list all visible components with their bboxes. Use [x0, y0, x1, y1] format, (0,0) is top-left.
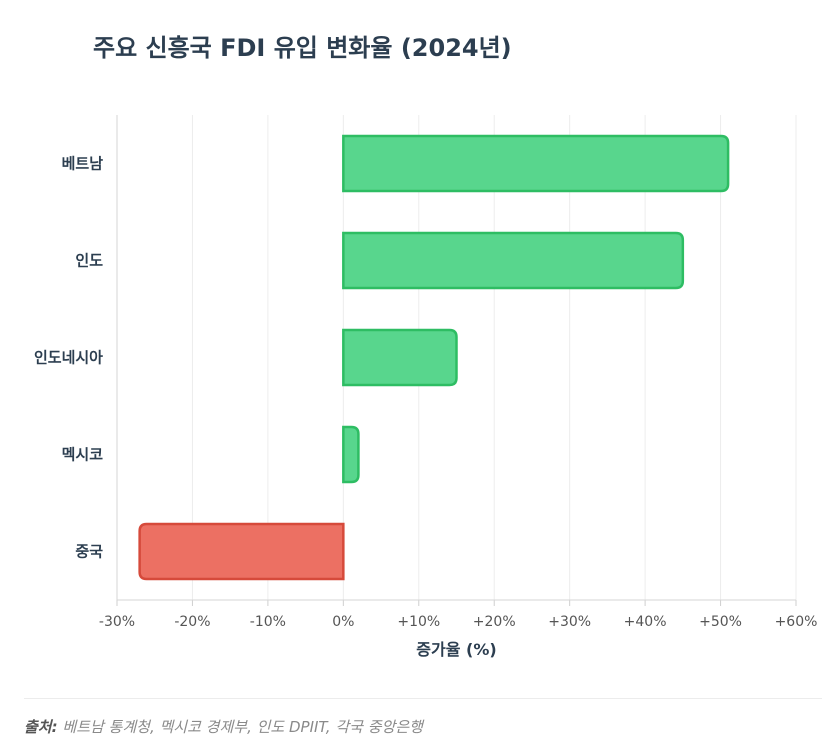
bars — [138, 134, 730, 581]
x-tick-label: -20% — [174, 614, 210, 630]
x-tick-label: +10% — [397, 614, 440, 630]
x-tick-label: +30% — [548, 614, 591, 630]
category-label: 멕시코 — [62, 446, 104, 464]
x-tick-label: +60% — [775, 614, 818, 630]
x-tick-label: +50% — [699, 614, 742, 630]
bar-3 — [342, 425, 360, 484]
x-tick-label: +40% — [624, 614, 667, 630]
source-text: 베트남 통계청, 멕시코 경제부, 인도 DPIIT, 각국 중앙은행 — [62, 718, 423, 736]
labels: -30% -20% -10% 0% +10% +20% +30% +40% +50% +60% 베트… — [34, 155, 817, 660]
bar-0 — [342, 134, 730, 193]
x-tick-label: -10% — [250, 614, 286, 630]
category-label: 인도네시아 — [34, 349, 103, 367]
axes — [116, 115, 797, 606]
category-label: 인도 — [75, 252, 103, 270]
bar-4 — [138, 522, 345, 581]
bar-1 — [342, 231, 685, 290]
category-label: 베트남 — [62, 155, 104, 173]
x-tick-label: +20% — [473, 614, 516, 630]
category-label: 중국 — [75, 543, 103, 561]
bar-chart: -30% -20% -10% 0% +10% +20% +30% +40% +50% +60% 베트… — [34, 115, 817, 660]
footer-divider — [24, 698, 822, 699]
source-note: 출처: 베트남 통계청, 멕시코 경제부, 인도 DPIIT, 각국 중앙은행 — [24, 716, 423, 737]
x-tick-label: -30% — [99, 614, 135, 630]
source-label: 출처: — [24, 718, 58, 736]
x-tick-label: 0% — [332, 614, 354, 630]
bar-2 — [342, 328, 458, 387]
chart-title: 주요 신흥국 FDI 유입 변화율 (2024년) — [93, 34, 512, 62]
x-axis-title: 증가율 (%) — [416, 640, 496, 659]
grid-lines — [116, 115, 797, 600]
